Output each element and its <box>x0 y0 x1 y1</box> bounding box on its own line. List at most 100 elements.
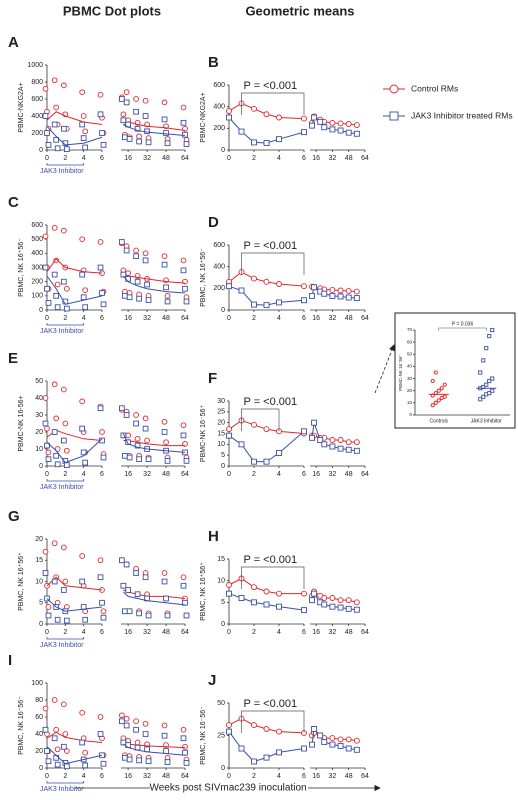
data-point <box>125 270 131 277</box>
data-point <box>164 292 171 299</box>
data-point <box>125 587 131 593</box>
data-point <box>54 145 61 152</box>
x-tick-label: 4 <box>82 315 86 322</box>
data-point <box>478 370 483 375</box>
y-tick-label: 5 <box>221 452 225 459</box>
data-point <box>45 300 52 306</box>
data-point <box>337 437 344 443</box>
data-point <box>164 612 171 619</box>
data-point <box>263 426 270 433</box>
y-tick-label: 600 <box>213 242 225 249</box>
y-tick-label: 200 <box>213 285 225 292</box>
data-point <box>53 257 60 264</box>
y-tick-label: 5 <box>221 599 225 606</box>
data-point <box>54 446 61 452</box>
x-tick-label: 48 <box>162 471 170 478</box>
data-point <box>62 420 69 427</box>
data-point <box>309 741 315 748</box>
data-point <box>353 606 360 613</box>
data-point <box>276 603 282 610</box>
data-point <box>44 442 50 449</box>
data-point <box>42 264 49 271</box>
data-point <box>122 452 128 459</box>
data-point <box>430 378 435 384</box>
data-point <box>337 597 344 604</box>
treatment-bracket <box>46 637 85 640</box>
y-tick-label: 10 <box>35 446 43 453</box>
data-point <box>144 437 150 444</box>
x-tick-label: 0 <box>227 471 231 478</box>
x-tick-label: 64 <box>361 773 369 780</box>
data-point <box>126 454 133 461</box>
data-point <box>389 111 399 121</box>
data-point <box>301 129 307 136</box>
series-line <box>228 419 357 443</box>
data-point <box>134 125 141 132</box>
y-tick-label: 0 <box>39 307 43 314</box>
data-point <box>251 105 257 112</box>
y-tick-label: 0 <box>221 621 225 628</box>
data-point <box>301 607 307 614</box>
data-point <box>44 130 50 136</box>
data-point <box>161 578 168 585</box>
p-value: P = <0.001 <box>244 554 298 566</box>
x-tick-label: 64 <box>361 471 369 478</box>
data-point <box>134 435 141 442</box>
data-point <box>62 578 69 585</box>
data-point <box>119 718 125 725</box>
data-point <box>276 590 282 597</box>
data-point <box>119 96 125 102</box>
data-point <box>79 236 86 243</box>
data-point <box>134 278 141 285</box>
data-point <box>80 449 87 456</box>
data-point <box>63 285 70 292</box>
x-tick-label: 32 <box>143 629 151 636</box>
data-point <box>145 758 152 765</box>
data-point <box>345 129 352 136</box>
data-point <box>163 439 169 446</box>
data-point <box>226 590 232 597</box>
data-point <box>484 382 489 387</box>
data-point <box>353 746 360 753</box>
data-point <box>120 271 127 278</box>
data-point <box>487 391 492 396</box>
data-point <box>79 709 86 716</box>
data-point <box>478 397 483 402</box>
data-point <box>161 261 168 268</box>
x-tick-label: 4 <box>82 629 86 636</box>
data-point <box>42 395 49 401</box>
x-tick-label: 32 <box>329 629 337 636</box>
y-tick-label: 0 <box>39 765 43 772</box>
series-line <box>228 102 357 126</box>
data-point <box>53 104 60 111</box>
data-point <box>183 298 190 305</box>
data-point <box>309 292 315 299</box>
data-point <box>226 108 232 114</box>
data-point <box>120 582 127 589</box>
data-point <box>119 712 125 719</box>
data-point <box>263 588 270 595</box>
data-point <box>490 327 495 333</box>
data-point <box>337 445 344 452</box>
data-point <box>145 139 152 146</box>
data-point <box>329 443 336 450</box>
panel-letter: E <box>8 350 18 367</box>
data-point <box>145 297 152 303</box>
data-point <box>42 420 49 427</box>
data-point <box>321 124 328 131</box>
data-point <box>180 119 187 126</box>
data-point <box>321 739 328 745</box>
y-tick-label: 40 <box>407 364 413 369</box>
data-point <box>490 376 495 381</box>
data-point <box>133 108 139 115</box>
panel-letter: D <box>208 214 219 231</box>
x-tick-label: 6 <box>302 471 306 478</box>
data-point <box>126 608 133 615</box>
x-tick-label: 4 <box>277 773 281 780</box>
data-point <box>345 597 352 604</box>
data-point <box>321 601 328 608</box>
data-point <box>136 456 142 463</box>
y-tick-label: 0 <box>221 463 225 470</box>
data-point <box>276 450 282 456</box>
